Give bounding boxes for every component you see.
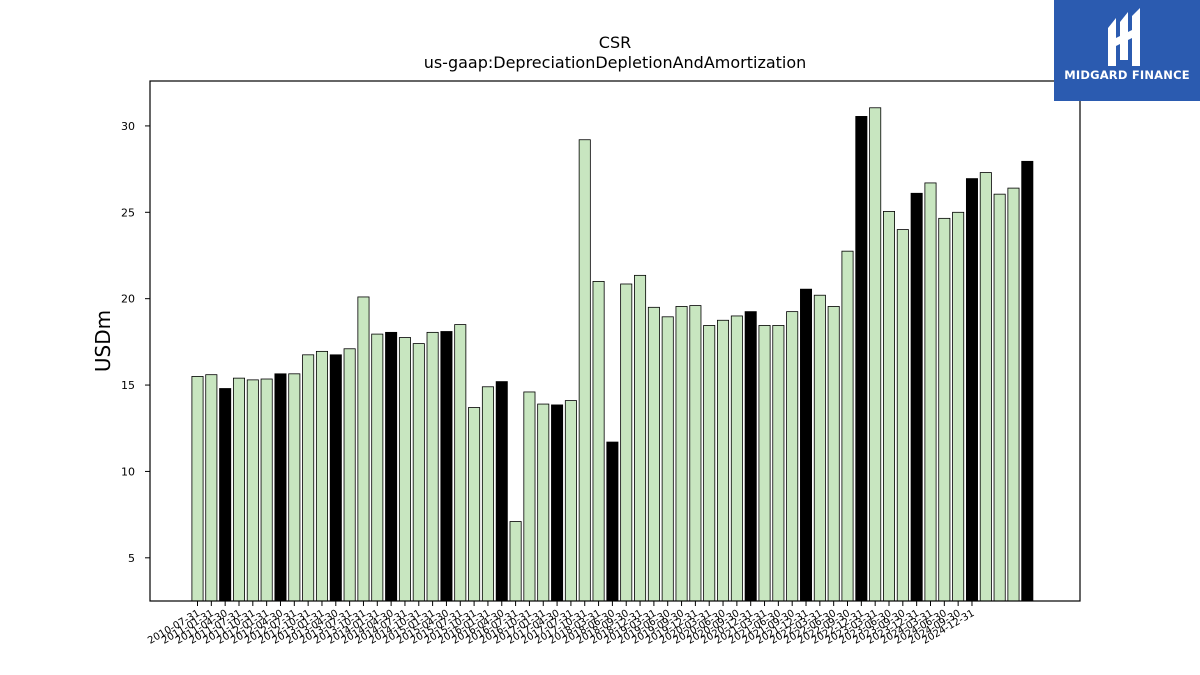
bar-2014-07-31 [412, 343, 425, 602]
bar-2024-12-31 [993, 193, 1006, 602]
bar-2024-03-31 [952, 211, 965, 602]
bar-2020-12-31 [772, 325, 785, 602]
bar-2016-07-31 [523, 391, 536, 602]
bar-2014-10-31 [426, 331, 439, 602]
bar-2022-03-31 [841, 250, 854, 602]
bar-2018-06-30 [634, 274, 647, 602]
bar-2011-04-30 [232, 377, 245, 602]
bars-group [191, 107, 1034, 602]
bar-2010-10-31 [205, 374, 218, 602]
bar-2013-10-31 [371, 333, 384, 602]
bar-2025-03-31 [1007, 187, 1020, 602]
bar-2022-12-31 [883, 211, 896, 602]
bar-2018-01-31 [606, 441, 619, 602]
bar-2012-04-30 [288, 373, 301, 602]
bar-2011-10-31 [260, 378, 273, 602]
bar-2013-01-31 [329, 354, 342, 602]
bar-2015-10-31 [481, 386, 494, 602]
bar-2015-04-30 [454, 324, 467, 602]
y-tick-label: 20 [121, 293, 135, 306]
bar-2012-10-31 [315, 350, 328, 602]
bar-2011-07-31 [246, 379, 259, 602]
bar-2015-07-31 [468, 407, 481, 602]
y-tick-label: 15 [121, 379, 135, 392]
bar-2012-07-31 [302, 354, 315, 602]
bar-2015-01-31 [440, 331, 453, 602]
bar-2013-04-30 [343, 348, 356, 602]
bar-2020-06-30 [744, 311, 757, 602]
bar-2011-01-31 [219, 388, 232, 602]
x-axis: 2010-07-312011-01-312011-04-302011-07-31… [146, 601, 976, 647]
bar-2022-06-30 [855, 116, 868, 602]
bar-2010-07-31 [191, 376, 204, 602]
y-tick-label: 30 [121, 120, 135, 133]
plot-frame [149, 80, 1081, 602]
bar-2019-06-30 [689, 305, 702, 602]
bar-2022-09-30 [869, 107, 882, 602]
midgard-finance-logo: MIDGARD FINANCE [1054, 0, 1200, 101]
bar-2014-04-30 [398, 337, 411, 602]
bar-2017-07-31 [578, 139, 591, 602]
bar-2018-09-30 [647, 306, 660, 602]
bar-2018-03-31 [620, 283, 633, 602]
chart-title: CSR [599, 33, 631, 52]
bar-2018-12-31 [661, 316, 674, 602]
bar-2024-06-30 [965, 178, 978, 602]
bar-2020-09-30 [758, 325, 771, 602]
bar-2019-03-31 [675, 306, 688, 602]
bar-2021-09-30 [813, 294, 826, 602]
bar-2021-03-31 [786, 311, 799, 602]
bar-2021-06-30 [800, 288, 813, 602]
bar-2020-03-31 [730, 315, 743, 602]
bar-2016-01-31 [495, 381, 508, 602]
bar-2024-09-30 [979, 172, 992, 602]
bar-2021-12-31 [827, 306, 840, 602]
y-tick-label: 25 [121, 206, 135, 219]
bar-2025-06-30 [1021, 160, 1034, 602]
logo-text: MIDGARD FINANCE [1064, 68, 1190, 82]
y-axis: 5 10 15 20 25 30 [121, 120, 150, 565]
bar-2014-01-31 [385, 331, 398, 602]
bar-2023-03-31 [896, 229, 909, 602]
bar-2012-01-31 [274, 373, 287, 602]
bar-2019-12-31 [717, 319, 730, 602]
bar-2023-06-30 [910, 192, 923, 602]
midgard-logo-icon [1108, 8, 1140, 66]
bar-2023-09-30 [924, 182, 937, 602]
bar-2017-10-31 [592, 280, 605, 602]
bar-2023-12-31 [938, 217, 951, 602]
y-tick-label: 5 [128, 552, 135, 565]
y-axis-label: USDm [91, 310, 115, 372]
y-tick-label: 10 [121, 465, 135, 478]
bar-2016-10-31 [537, 403, 550, 602]
chart-subtitle: us-gaap:DepreciationDepletionAndAmortiza… [424, 53, 807, 72]
bar-2013-07-31 [357, 296, 370, 602]
bar-2016-04-30 [509, 521, 522, 602]
bar-2017-01-31 [551, 404, 564, 602]
bar-2017-04-30 [564, 400, 577, 602]
bar-2019-09-30 [703, 325, 716, 602]
